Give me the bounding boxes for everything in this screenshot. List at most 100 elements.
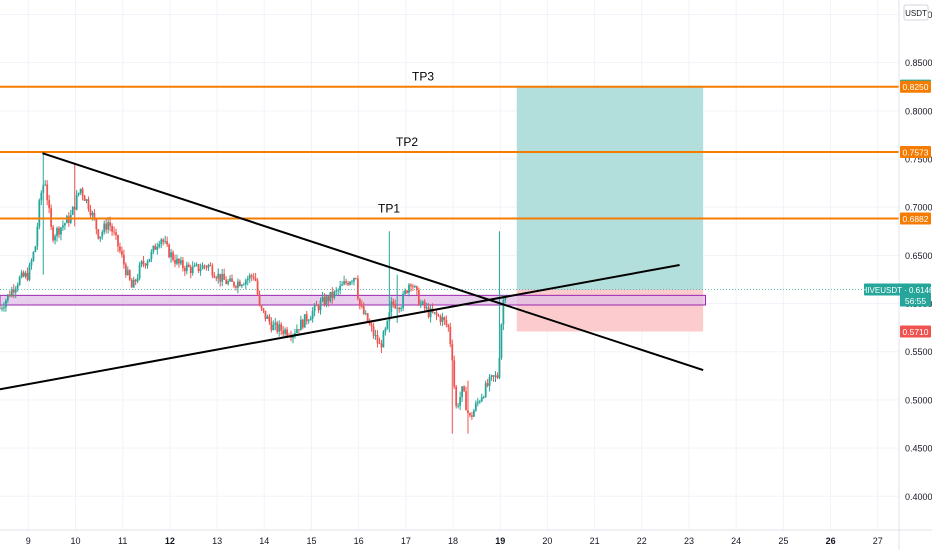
candle-body [181, 260, 184, 269]
candle-body [478, 401, 481, 403]
candle-body [435, 312, 438, 316]
candle-body [345, 281, 347, 284]
candle-body [30, 260, 33, 266]
candle-body [276, 322, 279, 332]
candle-body [463, 386, 465, 392]
candle-body [203, 265, 206, 267]
candle-body [148, 258, 151, 262]
candle-body [158, 243, 161, 247]
candle-body [138, 265, 141, 279]
candle-body [24, 272, 27, 277]
candle-body [500, 324, 503, 358]
price-badge [900, 212, 931, 225]
candle-body [412, 286, 414, 288]
price-badge [900, 80, 931, 93]
candle-body [274, 322, 277, 325]
candle-body [388, 312, 391, 321]
candle-body [303, 314, 306, 328]
candle-body [183, 268, 186, 272]
candle-body [461, 386, 463, 398]
candle-body [146, 261, 149, 266]
candle-body [6, 294, 9, 301]
candle-body [443, 317, 446, 321]
candle-body [79, 188, 82, 193]
candle-body [238, 281, 241, 287]
candle-body [213, 275, 216, 278]
candle-body [421, 301, 424, 304]
candle-body [73, 206, 76, 210]
candle-body [270, 321, 273, 331]
candle-body [12, 289, 15, 293]
y-tick-label: 0.8000 [905, 106, 932, 116]
candle-body [240, 284, 243, 287]
candle-body [113, 231, 115, 233]
x-tick-label: 24 [731, 536, 741, 546]
candle-body [46, 184, 49, 201]
candle-body [378, 343, 381, 345]
candle-body [449, 326, 452, 345]
candle-body [150, 251, 153, 259]
candle-body [176, 258, 178, 264]
candle-body [0, 308, 1, 310]
candle-body [311, 311, 314, 319]
candle-body [26, 272, 29, 280]
price-badge-text: 0.7573 [903, 147, 929, 157]
candle-body [10, 289, 13, 297]
price-badge-text: 0.6882 [903, 214, 929, 224]
x-tick-label: 15 [306, 536, 316, 546]
candle-body [347, 283, 349, 285]
x-tick-label: 11 [118, 536, 127, 546]
candle-body [457, 405, 460, 407]
candle-body [343, 281, 346, 285]
candle-body [154, 245, 157, 250]
candle-body [319, 300, 322, 311]
candle-body [425, 307, 428, 309]
candle-body [413, 286, 416, 288]
candle-body [419, 303, 422, 306]
candle-body [130, 279, 133, 288]
current-price-tag-text: HIVEUSDT · 0.6146 [862, 286, 932, 295]
candle-body [459, 397, 462, 406]
candle-body [162, 239, 165, 242]
candle-body [325, 296, 328, 305]
candle-body [140, 261, 143, 266]
candle-body [262, 308, 265, 311]
candle-body [309, 318, 312, 321]
y-tick-label: 0.8500 [905, 58, 932, 68]
candle-body [380, 343, 383, 348]
candle-body [250, 275, 253, 277]
x-tick-label: 20 [542, 536, 552, 546]
candle-body [233, 281, 235, 287]
x-tick-label: 19 [495, 536, 505, 546]
candle-body [321, 297, 324, 301]
candle-body [201, 265, 204, 270]
candle-body [54, 236, 56, 241]
candle-body [382, 331, 385, 348]
candle-body [252, 276, 255, 279]
candle-body [469, 413, 471, 416]
candle-body [294, 333, 296, 335]
target-label-tp2: TP2 [396, 135, 418, 149]
trendline-2 [0, 264, 680, 391]
candle-body [58, 228, 60, 235]
candle-body [465, 391, 467, 411]
candle-body [144, 263, 147, 266]
candle-body [415, 286, 418, 291]
candle-body [286, 329, 288, 336]
x-tick-label: 14 [259, 536, 269, 546]
x-tick-label: 26 [826, 536, 836, 546]
candle-body [439, 316, 442, 322]
candle-body [191, 266, 194, 274]
y-tick-label: 0.4500 [905, 444, 932, 454]
candle-body [156, 246, 159, 250]
y-tick-label: 0.4000 [905, 492, 932, 502]
candle-body [490, 375, 493, 377]
candle-body [126, 270, 129, 276]
candle-body [136, 278, 139, 282]
candle-body [331, 291, 334, 298]
candle-body [8, 294, 11, 297]
candle-body [410, 284, 412, 287]
candle-body [301, 319, 304, 328]
candle-body [242, 284, 245, 286]
